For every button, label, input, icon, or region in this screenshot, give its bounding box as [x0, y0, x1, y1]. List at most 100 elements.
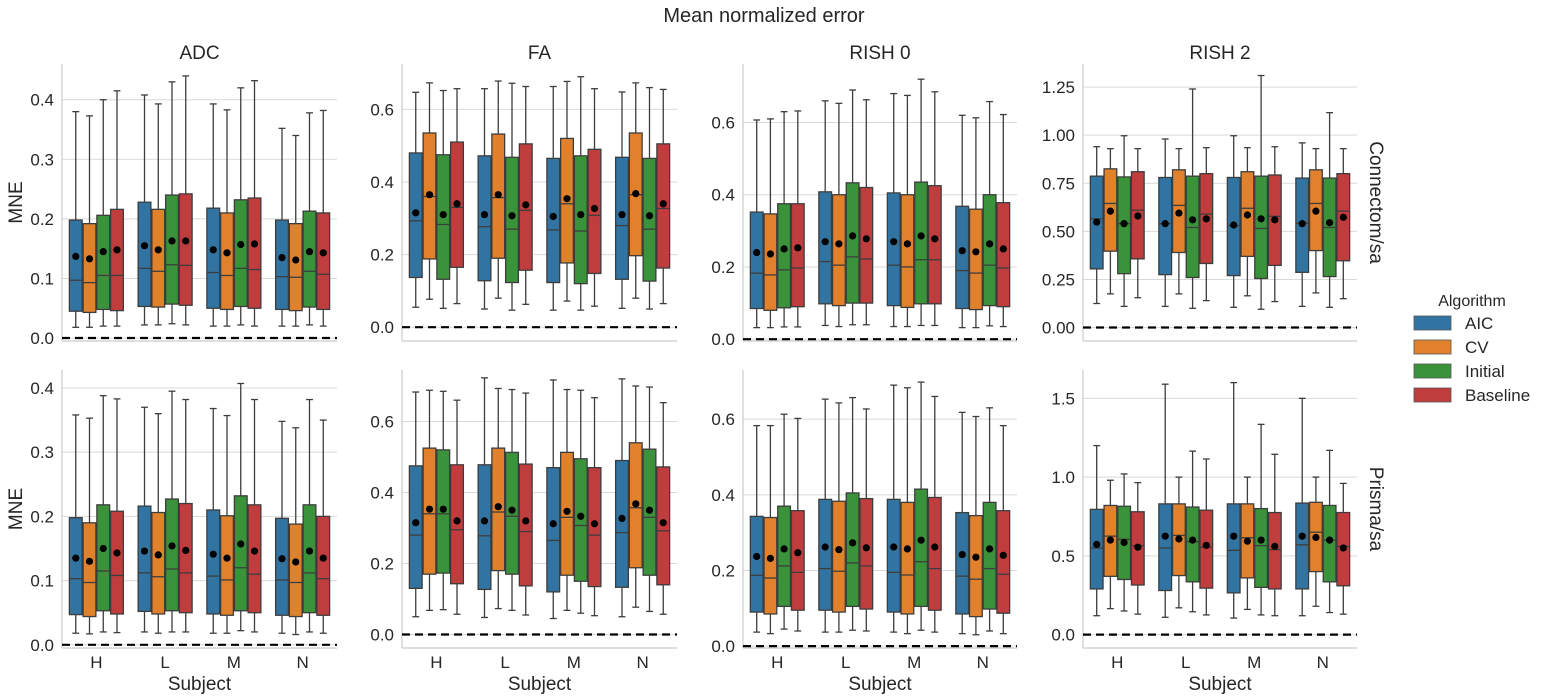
mean-marker [113, 549, 121, 557]
box-H-initial [436, 89, 451, 309]
x-tick-label: H [1111, 653, 1123, 672]
box-H-cv [763, 118, 778, 329]
box-M-aic [886, 92, 901, 328]
mean-marker [780, 245, 788, 253]
mean-marker [209, 246, 217, 254]
box-iqr [955, 511, 970, 615]
box-H-baseline [449, 88, 465, 305]
box-L-aic [477, 377, 492, 619]
mean-marker [209, 550, 217, 558]
mean-marker [766, 250, 775, 258]
x-tick-label: L [160, 653, 169, 672]
mean-marker [237, 540, 245, 548]
mean-marker [439, 211, 447, 219]
box-iqr [968, 208, 983, 311]
box-iqr [777, 505, 792, 608]
mean-marker [849, 232, 857, 240]
box-M-baseline [927, 395, 942, 633]
box-iqr [274, 517, 290, 616]
y-tick-label: 0.3 [30, 443, 54, 462]
box-H-initial [777, 413, 792, 630]
box-N-initial [982, 407, 997, 632]
box-iqr [164, 194, 180, 305]
box-N-initial [1322, 449, 1337, 614]
box-M-baseline [587, 88, 602, 307]
x-tick-label: N [296, 653, 308, 672]
box-iqr [614, 459, 630, 588]
box-L-cv [151, 103, 166, 326]
box-L-cv [831, 402, 846, 633]
box-iqr [818, 498, 833, 611]
box-L-initial [504, 82, 520, 311]
x-tick-label: H [90, 653, 102, 672]
y-tick-label: 0.2 [711, 258, 735, 277]
panel-connectom-sa-fa: 0.0 0.2 0.4 0.6 FA [370, 43, 677, 342]
box-iqr [206, 207, 221, 309]
box-iqr [82, 222, 97, 314]
box-N-cv [288, 427, 303, 636]
mean-marker [632, 190, 640, 198]
box-L-aic [818, 100, 833, 327]
box-H-cv [1103, 147, 1118, 295]
box-iqr [233, 495, 248, 612]
box-N-aic [614, 91, 630, 309]
y-tick-label: 0.2 [30, 507, 54, 526]
mean-marker [835, 240, 843, 248]
x-tick-label: H [771, 653, 783, 672]
x-axis-label: Subject [848, 674, 912, 695]
mean-marker [1298, 220, 1306, 228]
box-N-cv [628, 82, 643, 299]
box-iqr [302, 210, 317, 308]
box-iqr [886, 192, 901, 307]
box-M-initial [233, 382, 248, 632]
mean-marker [1120, 538, 1128, 547]
column-title: RISH 2 [1189, 43, 1250, 64]
x-tick-label: M [1247, 653, 1261, 672]
mean-marker [439, 505, 447, 513]
box-H-aic [749, 424, 764, 633]
legend-swatch [1413, 339, 1452, 355]
box-H-initial [436, 390, 451, 611]
box-N-aic [274, 420, 290, 634]
box-M-baseline [1267, 453, 1282, 617]
mean-marker [1161, 532, 1169, 540]
box-L-initial [504, 388, 520, 612]
box-M-cv [900, 387, 915, 635]
mean-marker [453, 517, 461, 525]
panel-connectom-sa-rish-0: 0.0 0.2 0.4 0.6 RISH 0 [711, 43, 1017, 349]
mean-marker [278, 254, 286, 262]
box-iqr [763, 516, 778, 615]
mean-marker [917, 536, 925, 544]
box-L-cv [831, 102, 846, 328]
mean-marker [890, 543, 898, 551]
box-L-cv [151, 413, 166, 634]
legend-label: Baseline [1465, 386, 1530, 405]
box-M-initial [573, 76, 588, 311]
box-H-cv [422, 389, 437, 612]
box-N-baseline [656, 88, 671, 305]
y-tick-label: 0.2 [370, 246, 394, 265]
x-tick-label: M [907, 653, 921, 672]
y-tick-label: 0.5 [1051, 547, 1075, 566]
mean-marker [794, 244, 802, 252]
mean-marker [549, 212, 557, 221]
box-H-initial [777, 111, 792, 328]
mean-marker [645, 506, 654, 514]
box-L-aic [477, 88, 492, 310]
mean-marker [72, 252, 80, 261]
box-iqr [900, 194, 915, 309]
box-iqr [1254, 175, 1269, 280]
box-M-baseline [1267, 146, 1282, 303]
y-axis-label: MNE [6, 181, 27, 223]
mean-marker [1243, 211, 1251, 219]
mean-marker [577, 512, 585, 520]
box-iqr [818, 191, 833, 305]
box-N-initial [1322, 112, 1337, 308]
y-tick-label: 0.0 [711, 637, 735, 656]
mean-marker [113, 246, 121, 254]
box-L-baseline [1199, 458, 1214, 616]
x-tick-label: L [500, 653, 509, 672]
mean-marker [1134, 543, 1142, 551]
row-label: Prisma/sa [1365, 467, 1386, 552]
